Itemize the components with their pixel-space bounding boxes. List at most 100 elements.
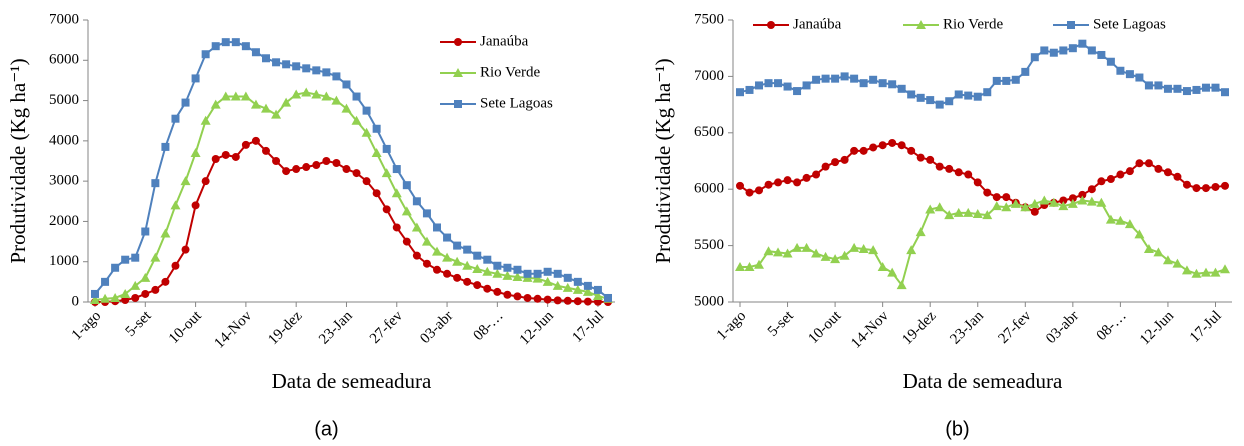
marker [463, 245, 472, 254]
marker [443, 269, 452, 278]
legend-label: Janaúba [793, 16, 842, 32]
series-line [95, 139, 609, 303]
marker [121, 295, 130, 304]
x-tick-label: 17-Jul [1187, 308, 1225, 346]
marker [963, 207, 974, 217]
marker [573, 277, 582, 286]
marker [1116, 66, 1125, 75]
marker [1173, 84, 1182, 93]
marker [906, 245, 917, 255]
marker [130, 280, 141, 290]
marker [850, 146, 859, 155]
marker [141, 289, 150, 298]
marker [503, 290, 512, 299]
marker [934, 202, 945, 212]
marker [811, 248, 822, 258]
marker [1221, 181, 1229, 190]
y-tick-label: 7500 [694, 11, 724, 27]
marker [935, 162, 944, 171]
marker [1163, 84, 1172, 93]
marker [100, 293, 111, 303]
marker [262, 54, 270, 63]
x-axis-label: Data de semeadura [272, 369, 432, 393]
marker [1143, 243, 1154, 253]
marker [839, 250, 850, 260]
marker [312, 66, 321, 75]
panel-label: (a) [314, 418, 338, 440]
marker [774, 79, 783, 88]
marker [362, 177, 371, 186]
marker [151, 285, 160, 294]
y-tick-label: 1000 [49, 253, 79, 269]
marker [421, 236, 432, 246]
marker [452, 256, 463, 266]
marker [250, 99, 261, 109]
marker [251, 136, 260, 145]
marker [332, 159, 341, 168]
marker [1087, 185, 1096, 194]
marker [523, 293, 532, 302]
x-tick-label: 03-abr [1043, 308, 1082, 347]
marker [513, 265, 522, 274]
marker [1030, 53, 1039, 62]
x-tick-label: 12-Jun [1137, 308, 1178, 349]
marker [301, 87, 312, 97]
marker [573, 297, 582, 306]
marker [1096, 197, 1107, 207]
marker [562, 282, 573, 292]
marker [945, 164, 954, 173]
marker [221, 150, 230, 159]
y-tick-label: 7000 [694, 68, 724, 84]
marker [954, 90, 963, 99]
legend-label: Janaúba [480, 33, 529, 49]
marker [483, 284, 492, 293]
marker [859, 79, 868, 88]
marker [563, 296, 572, 305]
marker [282, 60, 291, 69]
marker [783, 176, 792, 185]
x-tick-label: 14-Nov [848, 308, 892, 352]
marker [792, 242, 803, 252]
marker [131, 293, 140, 302]
marker [1078, 190, 1087, 199]
marker [1135, 73, 1144, 82]
marker [1134, 229, 1145, 239]
marker [1097, 177, 1106, 186]
marker [774, 178, 783, 187]
marker [454, 100, 462, 108]
marker [352, 169, 361, 178]
marker [907, 146, 916, 155]
marker [802, 81, 811, 90]
marker [1210, 267, 1221, 277]
marker [821, 162, 830, 171]
marker [1067, 21, 1075, 29]
marker [171, 114, 180, 123]
marker [897, 141, 906, 150]
marker [322, 68, 331, 77]
marker [372, 124, 381, 133]
marker [793, 87, 802, 96]
marker [191, 201, 200, 210]
y-tick-label: 5500 [694, 237, 724, 253]
marker [542, 276, 553, 286]
marker [973, 178, 982, 187]
marker [1201, 184, 1210, 193]
marker [1058, 201, 1069, 211]
marker [821, 74, 830, 83]
x-tick-label: 14-Nov [211, 308, 255, 352]
marker [983, 188, 992, 197]
y-tick-label: 6500 [694, 124, 724, 140]
x-tick-label: 08-… [1094, 308, 1130, 344]
y-tick-label: 2000 [49, 213, 79, 229]
marker [90, 294, 100, 304]
marker [592, 290, 603, 300]
marker [210, 99, 221, 109]
marker [793, 178, 802, 187]
marker [382, 205, 391, 214]
marker [744, 262, 755, 272]
marker [1154, 164, 1163, 173]
marker [533, 294, 542, 303]
marker [763, 246, 774, 256]
marker [272, 58, 281, 67]
marker [211, 154, 220, 163]
